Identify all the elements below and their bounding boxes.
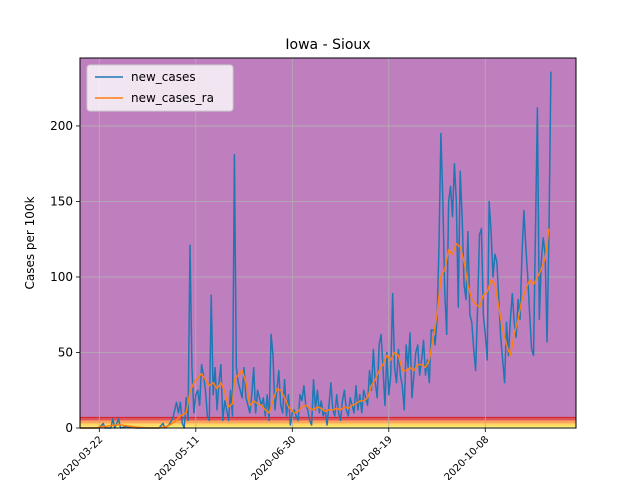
y-tick-label: 200 (50, 119, 73, 133)
series-layer (80, 71, 552, 429)
background-band-1 (80, 423, 576, 427)
series-line-new_cases (80, 71, 552, 429)
plot-frame (79, 57, 577, 429)
chart-title: Iowa - Sioux (285, 37, 370, 53)
y-axis: 0 50 100 150 200 (50, 119, 80, 435)
y-axis-label: Cases per 100k (23, 196, 37, 289)
background-bands (80, 58, 576, 428)
series-line-new_cases_ra (80, 228, 550, 429)
legend-label: new_cases (131, 70, 196, 84)
y-tick-label: 100 (50, 270, 73, 284)
y-tick-label: 50 (58, 345, 73, 359)
y-tick-label: 150 (50, 194, 73, 208)
background-band-0 (80, 426, 576, 428)
legend-box (86, 64, 234, 112)
y-tick-label: 0 (65, 421, 73, 435)
legend-label: new_cases_ra (131, 91, 214, 105)
legend: new_cases new_cases_ra (86, 64, 234, 112)
background-band-4 (80, 58, 576, 418)
